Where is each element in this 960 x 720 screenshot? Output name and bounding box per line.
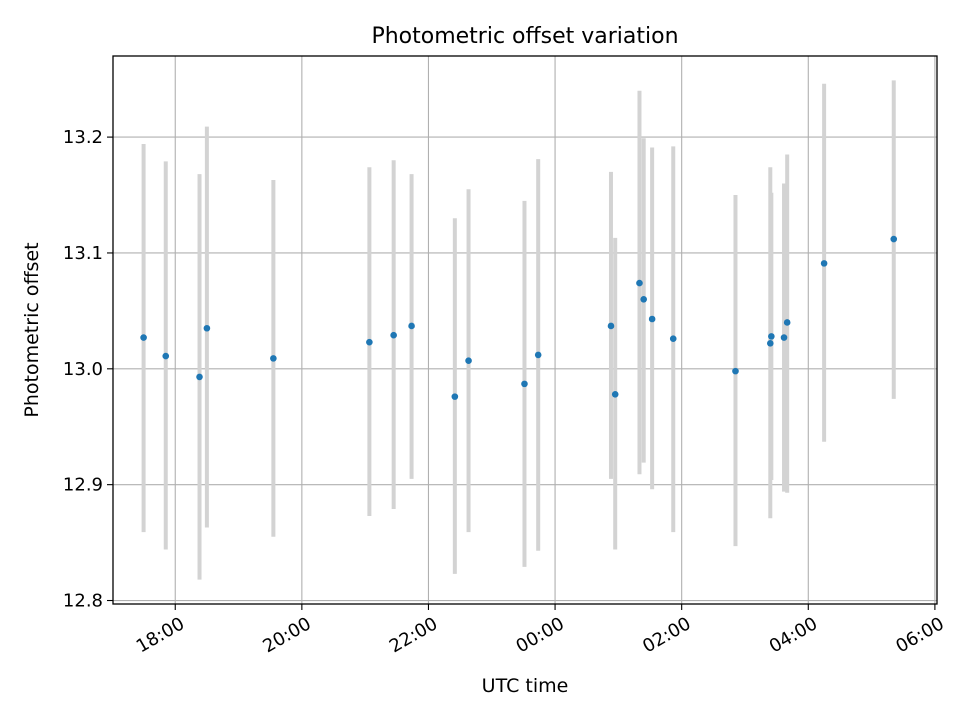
data-point: [534, 351, 542, 359]
data-point: [890, 235, 898, 243]
data-point: [270, 355, 277, 362]
data-point: [732, 367, 739, 375]
data-points: [140, 235, 898, 400]
data-point: [521, 380, 528, 388]
y-tick-label: 12.9: [63, 475, 103, 496]
data-point: [820, 260, 828, 267]
data-point: [366, 338, 373, 346]
data-point: [203, 324, 211, 332]
data-point: [465, 357, 472, 365]
data-point: [607, 322, 615, 330]
data-point: [640, 295, 647, 303]
data-point: [451, 393, 459, 400]
y-tick-label: 13.2: [63, 127, 103, 148]
data-point: [768, 333, 775, 340]
data-point: [162, 352, 170, 360]
plot-frame: [112, 55, 938, 605]
data-point: [408, 322, 415, 330]
y-tick-label: 13.1: [63, 243, 103, 264]
y-tick-label: 12.8: [63, 591, 103, 612]
x-axis-label: UTC time: [482, 675, 569, 697]
data-point: [636, 279, 643, 287]
data-point: [390, 331, 397, 339]
data-point: [196, 373, 203, 381]
y-axis-label: Photometric offset: [21, 242, 43, 417]
chart-title: Photometric offset variation: [371, 24, 678, 49]
data-point: [611, 391, 619, 398]
y-axis: 12.8 12.9 13.0 13.1 13.2: [63, 127, 113, 612]
data-point: [669, 335, 677, 342]
data-point: [648, 315, 656, 323]
data-point: [140, 334, 147, 341]
data-point: [780, 334, 788, 341]
y-tick-label: 13.0: [63, 359, 103, 380]
data-point: [767, 340, 774, 347]
data-point: [783, 319, 791, 326]
